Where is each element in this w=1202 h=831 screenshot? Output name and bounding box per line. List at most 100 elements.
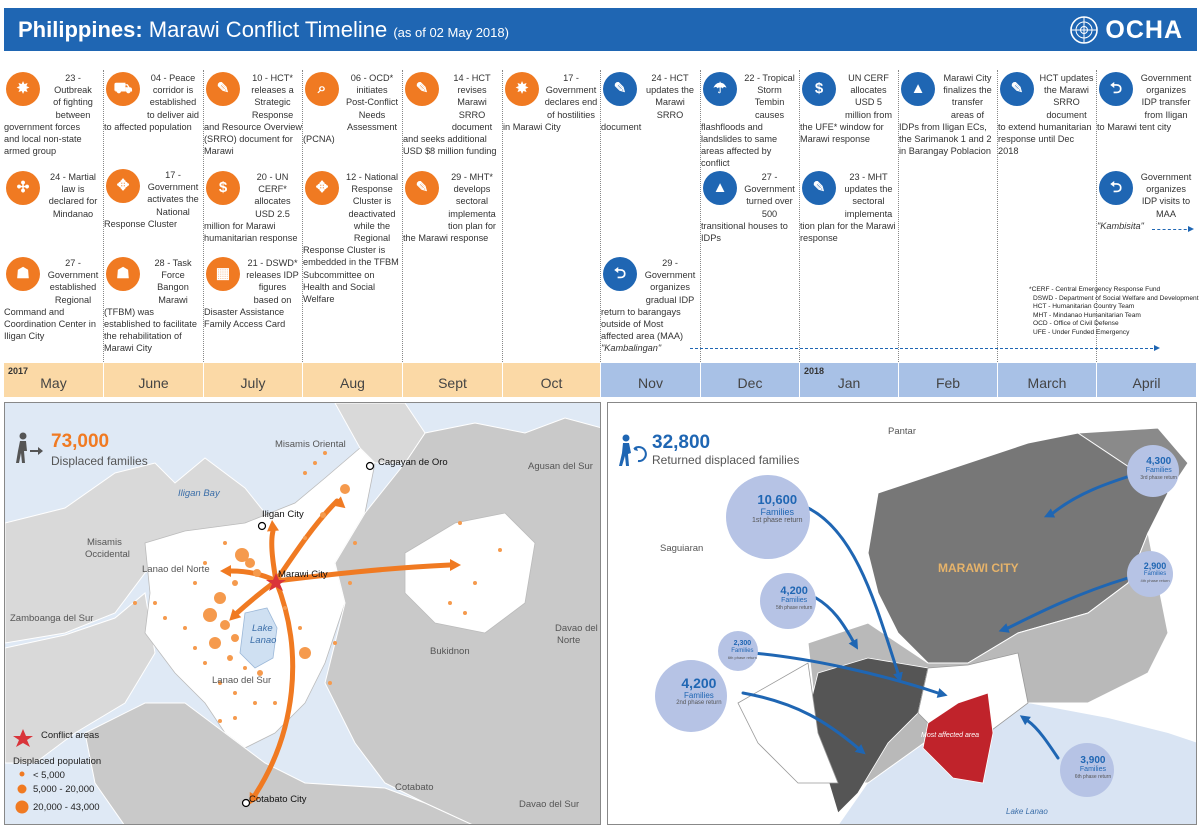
displacement-dot bbox=[283, 606, 287, 610]
event-text-line: in Barangay Poblacion bbox=[899, 146, 991, 157]
abbreviation-item: *CERF - Central Emergency Response Fund bbox=[1029, 286, 1161, 293]
month-label: June bbox=[138, 375, 169, 391]
displacement-dot bbox=[303, 536, 307, 540]
label-lanao-norte: Lanao del Norte bbox=[142, 564, 210, 575]
event-text-line: embedded in the TFBM bbox=[303, 257, 399, 268]
bubble-phase: 3rd phase return bbox=[1140, 475, 1178, 482]
event-text-line: USD 5 bbox=[854, 97, 883, 108]
event-text-line: Welfare bbox=[303, 294, 335, 304]
event-text-line: 24 - HCT bbox=[651, 73, 689, 83]
event-text-line: to deliver aid bbox=[146, 109, 200, 120]
iligan-marker bbox=[257, 521, 267, 531]
month-label: March bbox=[1027, 375, 1067, 391]
land-northeast bbox=[334, 403, 426, 464]
month-label: Nov bbox=[638, 375, 663, 391]
return-arrow bbox=[814, 596, 855, 643]
displacement-dot bbox=[313, 461, 317, 465]
land-south bbox=[84, 702, 472, 824]
event-text-line: law is bbox=[61, 184, 85, 195]
event-text-line: response until Dec bbox=[998, 134, 1075, 144]
event-text-line: Bangon bbox=[157, 282, 189, 293]
return-bubble: 4,300 Families 3rd phase return bbox=[1127, 445, 1179, 497]
displacement-dot bbox=[235, 548, 249, 562]
event-text-line: humanitarian response bbox=[204, 233, 298, 243]
event-text-line: flashfloods and bbox=[701, 121, 763, 132]
month-label: May bbox=[40, 375, 67, 391]
event-text-line: tion plan for bbox=[447, 220, 496, 231]
month-label: Dec bbox=[737, 375, 763, 391]
event-text-line: IDP transfer bbox=[1141, 97, 1191, 108]
ocha-text: OCHA bbox=[1105, 15, 1183, 44]
displacement-dot bbox=[253, 569, 261, 577]
displacement-dot bbox=[463, 611, 467, 615]
document-icon: ✎ bbox=[1000, 72, 1034, 106]
event-text-line: Government bbox=[147, 182, 199, 193]
event-text-line: releases IDP bbox=[246, 270, 299, 281]
event-text-line: National bbox=[156, 206, 190, 217]
abbreviation-item: DSWD - Department of Social Welfare and … bbox=[1033, 294, 1199, 302]
label-bukidnon: Bukidnon bbox=[430, 646, 470, 657]
storm-icon: ☂ bbox=[703, 72, 737, 106]
displacement-dot bbox=[473, 581, 477, 585]
chart-icon: ▦ bbox=[206, 257, 240, 291]
event-text-line: the Sarimanok 1 and 2 bbox=[899, 134, 992, 144]
arrow-head bbox=[1043, 508, 1056, 518]
month-label: Sept bbox=[438, 375, 467, 391]
displacement-dot bbox=[218, 719, 222, 723]
event-text-line: Regional bbox=[353, 233, 391, 243]
displacement-dot bbox=[231, 634, 239, 642]
arrow-head bbox=[936, 688, 948, 698]
month-label: Feb bbox=[935, 375, 961, 391]
event-text-line: CERF* bbox=[258, 184, 287, 195]
displacement-map: 73,000 Displaced families Misamis Orient… bbox=[4, 402, 601, 825]
event-text-line: updates the bbox=[645, 85, 695, 96]
continuation-arrow bbox=[1152, 226, 1194, 232]
timeline-column bbox=[4, 70, 104, 362]
event-text-line: document bbox=[451, 121, 493, 132]
legend-conflict-label: Conflict areas bbox=[41, 730, 100, 741]
event-text-line: affected area (MAA) bbox=[601, 331, 684, 342]
arrow-head bbox=[249, 792, 261, 805]
bubble-families: Families bbox=[1143, 571, 1167, 578]
displacement-dot bbox=[498, 548, 502, 552]
bubble-number: 4,300 bbox=[1146, 456, 1172, 468]
event-text-line: return to barangays bbox=[601, 306, 681, 317]
event-text-line: Response Cluster is bbox=[303, 245, 386, 256]
martial-law-icon: ✣ bbox=[6, 171, 40, 205]
displacement-dot bbox=[218, 681, 222, 685]
label-lake-lanao: Lake Lanao bbox=[1006, 807, 1048, 816]
event-text-line: to Marawi tent city bbox=[1097, 121, 1172, 132]
displacement-dot bbox=[183, 626, 187, 630]
assessment-icon: ⌕ bbox=[305, 72, 339, 106]
event-text-line: Marawi City bbox=[104, 343, 152, 354]
event-text-line: HCT updates bbox=[1039, 73, 1094, 83]
displacement-dot bbox=[233, 716, 237, 720]
bubble-number: 10,600 bbox=[757, 492, 798, 508]
event-text-line: from Iligan bbox=[1144, 109, 1188, 120]
title-country: Philippines: bbox=[18, 17, 143, 42]
event-text-line: transitional houses to bbox=[701, 220, 788, 231]
label-cagayan: Cagayan de Oro bbox=[378, 457, 448, 468]
event-text-line: Regional bbox=[54, 294, 92, 305]
document-icon: ✎ bbox=[405, 72, 439, 106]
return-bubble: 2,900 Families 4th phase return bbox=[1127, 551, 1173, 597]
return-bubble: 4,200 Families 2nd phase return bbox=[655, 660, 727, 732]
event-text-line: document bbox=[601, 121, 642, 132]
month-label: Jan bbox=[837, 375, 861, 391]
cluster-icon: ✥ bbox=[305, 171, 339, 205]
bubble-phase: 1st phase return bbox=[751, 517, 803, 525]
abbreviation-item: UFE - Under Funded Emergency bbox=[1033, 328, 1130, 336]
coordination-icon: ☗ bbox=[6, 257, 40, 291]
bubble-phase: 6th phase return bbox=[727, 654, 757, 660]
event-text-line: established to facilitate bbox=[104, 319, 197, 329]
event-text-line: 10 - HCT* bbox=[252, 73, 293, 83]
displacement-dot bbox=[193, 581, 197, 585]
displacement-dot bbox=[299, 647, 311, 659]
event-text-line: the Marawi bbox=[1044, 85, 1089, 96]
label-davao-norte-1: Davao del bbox=[555, 623, 598, 634]
event-text-line: 14 - HCT bbox=[453, 73, 491, 83]
event-text-line: while the bbox=[353, 220, 391, 231]
displacement-dot bbox=[328, 681, 332, 685]
event-text-line: 28 - Task bbox=[154, 258, 192, 268]
event-text-line: Assessment bbox=[346, 121, 398, 132]
